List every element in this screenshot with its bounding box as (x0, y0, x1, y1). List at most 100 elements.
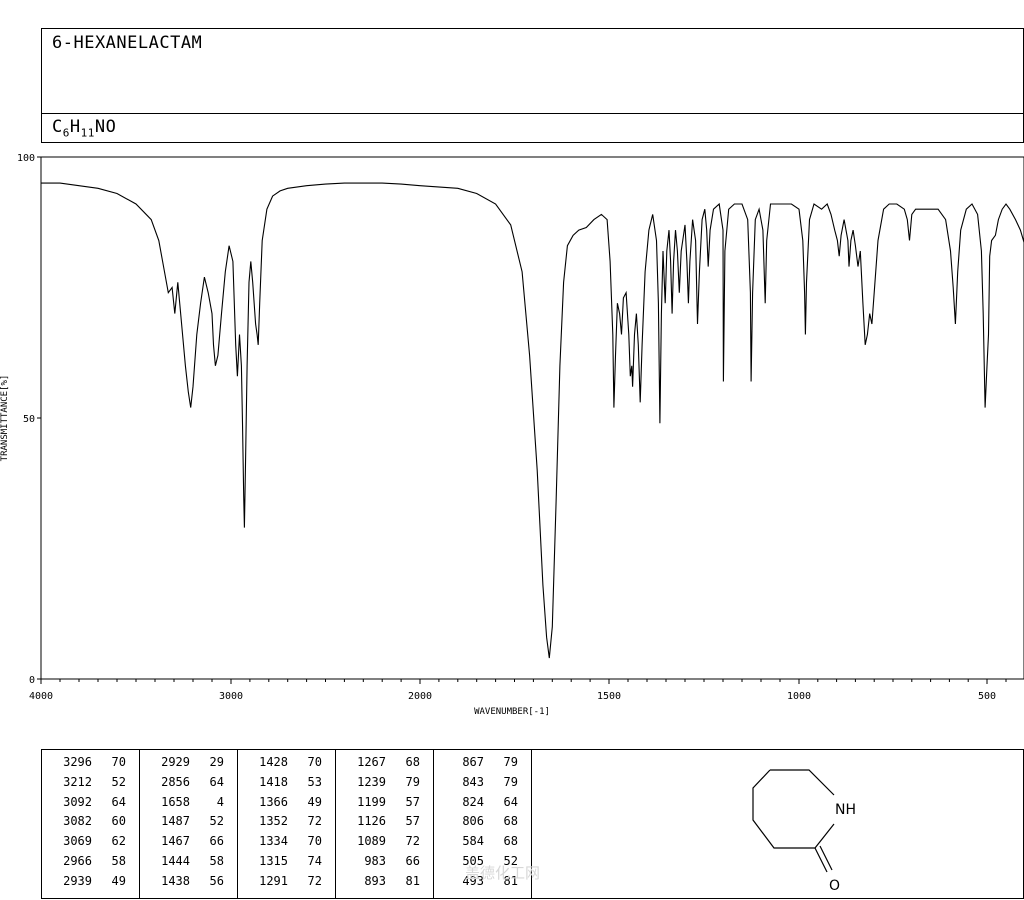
peak-transmittance: 57 (405, 814, 420, 829)
peak-wavenumber: 1199 (357, 794, 386, 809)
peak-table-row: 1444 58 (140, 854, 238, 874)
peak-transmittance: 79 (503, 774, 518, 789)
peak-transmittance: 72 (405, 834, 420, 849)
peak-wavenumber: 1428 (259, 755, 288, 769)
peak-wavenumber: 806 (462, 814, 484, 829)
peak-transmittance: 74 (307, 854, 322, 868)
y-tick-label: 0 (29, 675, 35, 686)
peak-transmittance: 49 (307, 794, 322, 809)
peak-wavenumber: 824 (462, 794, 484, 809)
peak-table-row: 1438 56 (140, 874, 238, 894)
peak-wavenumber: 1291 (259, 873, 288, 888)
peak-wavenumber: 1487 (161, 814, 190, 829)
peak-wavenumber: 2856 (161, 774, 190, 789)
peak-table-row: 1315 74 (238, 854, 336, 874)
x-tick-label: 500 (978, 691, 996, 702)
y-axis-label: TRANSMITTANCE[%] (0, 375, 10, 462)
peak-table-row: 893 81 (336, 874, 434, 894)
x-tick-label: 1000 (787, 691, 811, 702)
peak-table-row: 1428 70 (238, 755, 336, 775)
x-tick-label: 1500 (597, 691, 621, 702)
peak-table: 3296 70 3212 52 3092 64 3082 60 3069 62 2966 58 2939… (41, 749, 1024, 899)
compound-name: 6-HEXANELACTAM (52, 33, 203, 53)
peak-wavenumber: 1366 (259, 794, 288, 809)
peak-transmittance: 72 (307, 873, 322, 888)
peak-table-row: 843 79 (434, 775, 532, 795)
peak-wavenumber: 1267 (357, 755, 386, 769)
peak-transmittance: 79 (405, 774, 420, 789)
peak-wavenumber: 505 (462, 854, 484, 868)
peak-transmittance: 62 (111, 834, 126, 849)
peak-table-column: 1428 70 1418 53 1366 49 1352 72 1334 70 1315 74 1291… (238, 750, 336, 898)
peak-table-row: 584 68 (434, 834, 532, 854)
watermark: 盖德化工网 (465, 864, 541, 882)
ring-bonds (752, 769, 835, 849)
peak-transmittance: 66 (209, 834, 224, 849)
spectrum-line (41, 182, 1024, 659)
ir-spectrum-chart: 4000 3000 2000 1500 1000 500 0 50 100 WAVENUMBER… (0, 153, 1024, 717)
carbonyl-double-bond (819, 845, 833, 871)
peak-transmittance: 70 (111, 755, 126, 769)
x-tick-label: 4000 (29, 691, 53, 702)
peak-wavenumber: 3296 (63, 755, 92, 769)
y-tick-label: 50 (23, 414, 35, 425)
peak-wavenumber: 843 (462, 774, 484, 789)
peak-table-row: 1418 53 (238, 775, 336, 795)
peak-table-row: 2966 58 (42, 854, 140, 874)
peak-wavenumber: 1438 (161, 873, 190, 888)
formula-h-count: 11 (80, 126, 95, 140)
peak-transmittance: 52 (111, 774, 126, 789)
x-tick-label: 3000 (219, 691, 243, 702)
peak-table-column: 1267 68 1239 79 1199 57 1126 57 1089 72 983 66 893 81 (336, 750, 434, 898)
peak-wavenumber: 1444 (161, 854, 190, 868)
peak-table-row: 867 79 (434, 755, 532, 775)
peak-transmittance: 58 (209, 854, 224, 868)
peak-wavenumber: 983 (364, 854, 386, 868)
peak-table-column: 2929 29 2856 64 1658 4 1487 52 1467 66 1444 58 1438 5… (140, 750, 238, 898)
peak-table-row: 3092 64 (42, 795, 140, 815)
peak-transmittance: 49 (111, 873, 126, 888)
peak-transmittance: 79 (503, 755, 518, 769)
peak-table-row: 2856 64 (140, 775, 238, 795)
peak-wavenumber: 1658 (161, 794, 190, 809)
peak-transmittance: 29 (209, 755, 224, 769)
x-tick-label: 2000 (408, 691, 432, 702)
peak-wavenumber: 1467 (161, 834, 190, 849)
peak-table-row: 3212 52 (42, 775, 140, 795)
peak-table-row: 1239 79 (336, 775, 434, 795)
peak-transmittance: 72 (307, 814, 322, 829)
y-tick-label: 100 (17, 153, 35, 164)
peak-table-row: 806 68 (434, 814, 532, 834)
formula-box: C6H11NO (41, 113, 1024, 143)
peak-wavenumber: 1352 (259, 814, 288, 829)
molecular-formula: C6H11NO (52, 117, 116, 139)
peak-transmittance: 66 (405, 854, 420, 868)
formula-c: C (52, 117, 63, 137)
peak-table-row: 1352 72 (238, 814, 336, 834)
formula-h: H (69, 117, 81, 137)
compound-name-box: 6-HEXANELACTAM (41, 28, 1024, 114)
peak-wavenumber: 2929 (161, 755, 190, 769)
peak-table-column: 3296 70 3212 52 3092 64 3082 60 3069 62 2966 58 2939… (42, 750, 140, 898)
axis-ticks: 4000 3000 2000 1500 1000 500 0 50 100 (17, 153, 1007, 702)
peak-table-row: 1334 70 (238, 834, 336, 854)
peak-transmittance: 81 (405, 873, 420, 888)
peak-table-row: 1089 72 (336, 834, 434, 854)
peak-table-row: 3069 62 (42, 834, 140, 854)
x-axis-label: WAVENUMBER[-1] (474, 707, 550, 717)
peak-wavenumber: 3212 (63, 774, 92, 789)
peak-wavenumber: 1315 (259, 854, 288, 868)
peak-transmittance: 64 (503, 794, 518, 809)
formula-rest: NO (94, 117, 117, 137)
peak-wavenumber: 1089 (357, 834, 386, 849)
peak-table-row: 2929 29 (140, 755, 238, 775)
peak-wavenumber: 584 (462, 834, 484, 849)
peak-wavenumber: 1418 (259, 774, 288, 789)
peak-wavenumber: 493 (462, 873, 484, 888)
peak-transmittance: 57 (405, 794, 420, 809)
peak-table-row: 1467 66 (140, 834, 238, 854)
peak-table-row: 2939 49 (42, 874, 140, 894)
peak-table-row: 983 66 (336, 854, 434, 874)
peak-wavenumber: 867 (462, 755, 484, 769)
peak-wavenumber: 1334 (259, 834, 288, 849)
